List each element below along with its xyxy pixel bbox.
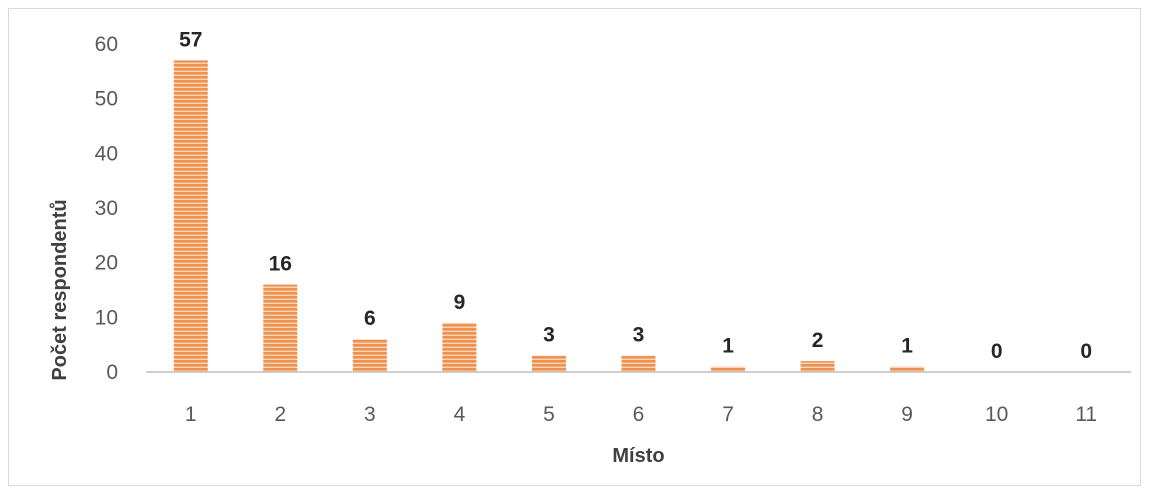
x-axis-ticks: 1 2 3 4 5 6 7 8 9 10 11 bbox=[185, 403, 1097, 426]
x-tick-label: 7 bbox=[722, 403, 734, 426]
bar bbox=[531, 355, 566, 372]
bar bbox=[352, 339, 387, 372]
data-label: 16 bbox=[269, 253, 292, 276]
data-label: 2 bbox=[812, 329, 824, 352]
y-axis-title: Počet respondentů bbox=[49, 199, 71, 380]
x-tick-label: 8 bbox=[812, 403, 824, 426]
bars bbox=[173, 60, 925, 373]
bar bbox=[263, 284, 298, 372]
x-tick-label: 4 bbox=[454, 403, 466, 426]
data-label: 6 bbox=[364, 307, 376, 330]
y-tick-label: 60 bbox=[95, 33, 118, 56]
x-tick-label: 11 bbox=[1075, 403, 1097, 426]
x-tick-label: 9 bbox=[901, 403, 913, 426]
data-label: 1 bbox=[722, 335, 734, 358]
x-tick-label: 2 bbox=[274, 403, 286, 426]
x-tick-label: 5 bbox=[543, 403, 555, 426]
y-tick-label: 40 bbox=[95, 142, 118, 165]
bar bbox=[173, 60, 208, 373]
y-tick-label: 20 bbox=[95, 252, 118, 275]
y-tick-label: 50 bbox=[95, 88, 118, 111]
data-label: 9 bbox=[454, 291, 466, 314]
bar bbox=[621, 355, 656, 372]
x-tick-label: 10 bbox=[985, 403, 1008, 426]
y-axis-ticks: 0 10 20 30 40 50 60 bbox=[95, 33, 118, 384]
x-tick-label: 1 bbox=[185, 403, 197, 426]
y-tick-label: 10 bbox=[95, 306, 118, 329]
data-label: 57 bbox=[179, 28, 202, 51]
x-axis-title: Místo bbox=[612, 445, 664, 467]
data-labels: 57 16 6 9 3 3 1 2 1 0 0 bbox=[179, 28, 1092, 363]
data-label: 0 bbox=[991, 340, 1003, 363]
x-tick-label: 6 bbox=[633, 403, 645, 426]
y-tick-label: 30 bbox=[95, 197, 118, 220]
x-tick-label: 3 bbox=[364, 403, 376, 426]
data-label: 3 bbox=[543, 324, 555, 347]
data-label: 0 bbox=[1080, 340, 1092, 363]
bar bbox=[890, 366, 925, 372]
y-tick-label: 0 bbox=[106, 361, 118, 384]
data-label: 1 bbox=[901, 335, 913, 358]
bar bbox=[800, 361, 835, 372]
bar bbox=[711, 366, 746, 372]
bar bbox=[442, 322, 477, 372]
data-label: 3 bbox=[633, 324, 645, 347]
